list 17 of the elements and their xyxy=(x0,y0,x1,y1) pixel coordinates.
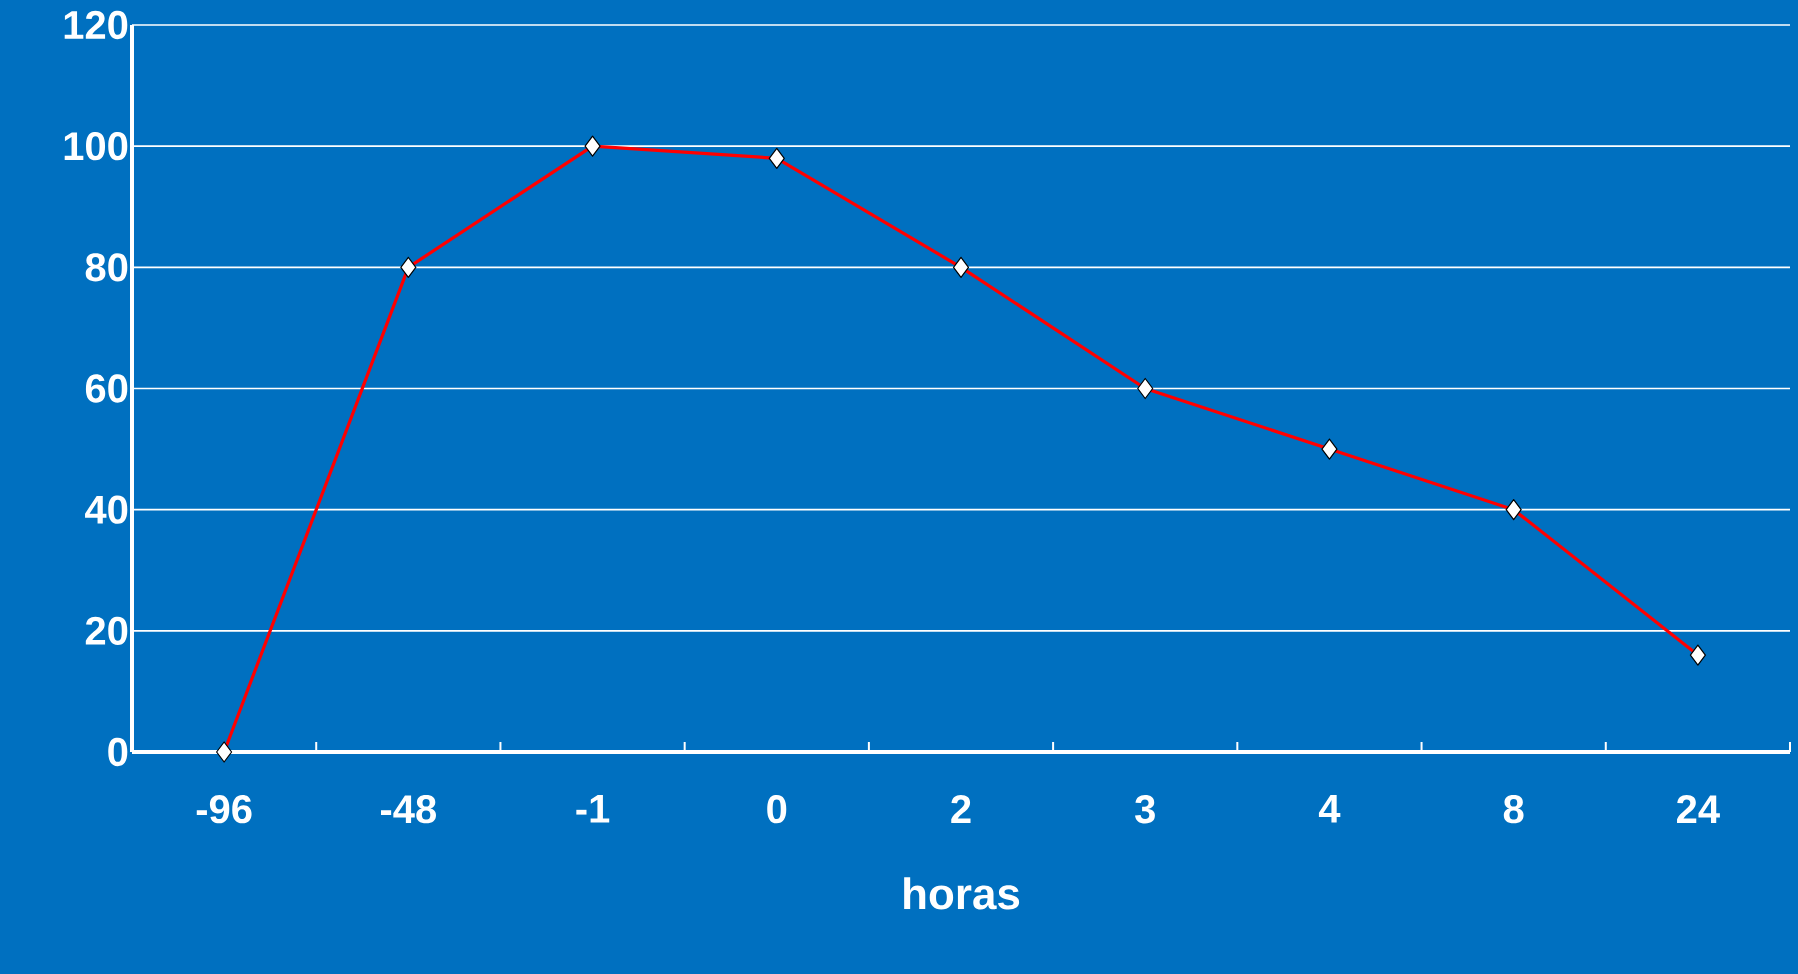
x-tick-label: 4 xyxy=(1318,795,1341,823)
x-tick-label: -48 xyxy=(380,795,436,824)
x-tick-label: 24 xyxy=(1677,795,1720,823)
x-tick-label: -1 xyxy=(576,795,610,823)
y-tick-label: 40 xyxy=(85,495,128,524)
x-axis-title: horas xyxy=(904,877,1020,910)
y-tick-label: 0 xyxy=(108,737,128,767)
y-tick-label: 20 xyxy=(85,616,128,645)
y-tick-label: 100 xyxy=(64,132,128,161)
y-tick-label: 60 xyxy=(85,374,128,403)
x-tick-label: 0 xyxy=(767,795,787,824)
x-tick-label: 2 xyxy=(951,795,971,823)
x-tick-label: 3 xyxy=(1135,795,1155,824)
x-tick-label: 8 xyxy=(1503,795,1524,824)
y-tick-label: 120 xyxy=(64,10,128,40)
y-tick-label: 80 xyxy=(85,253,128,282)
x-tick-label: -96 xyxy=(196,795,252,824)
